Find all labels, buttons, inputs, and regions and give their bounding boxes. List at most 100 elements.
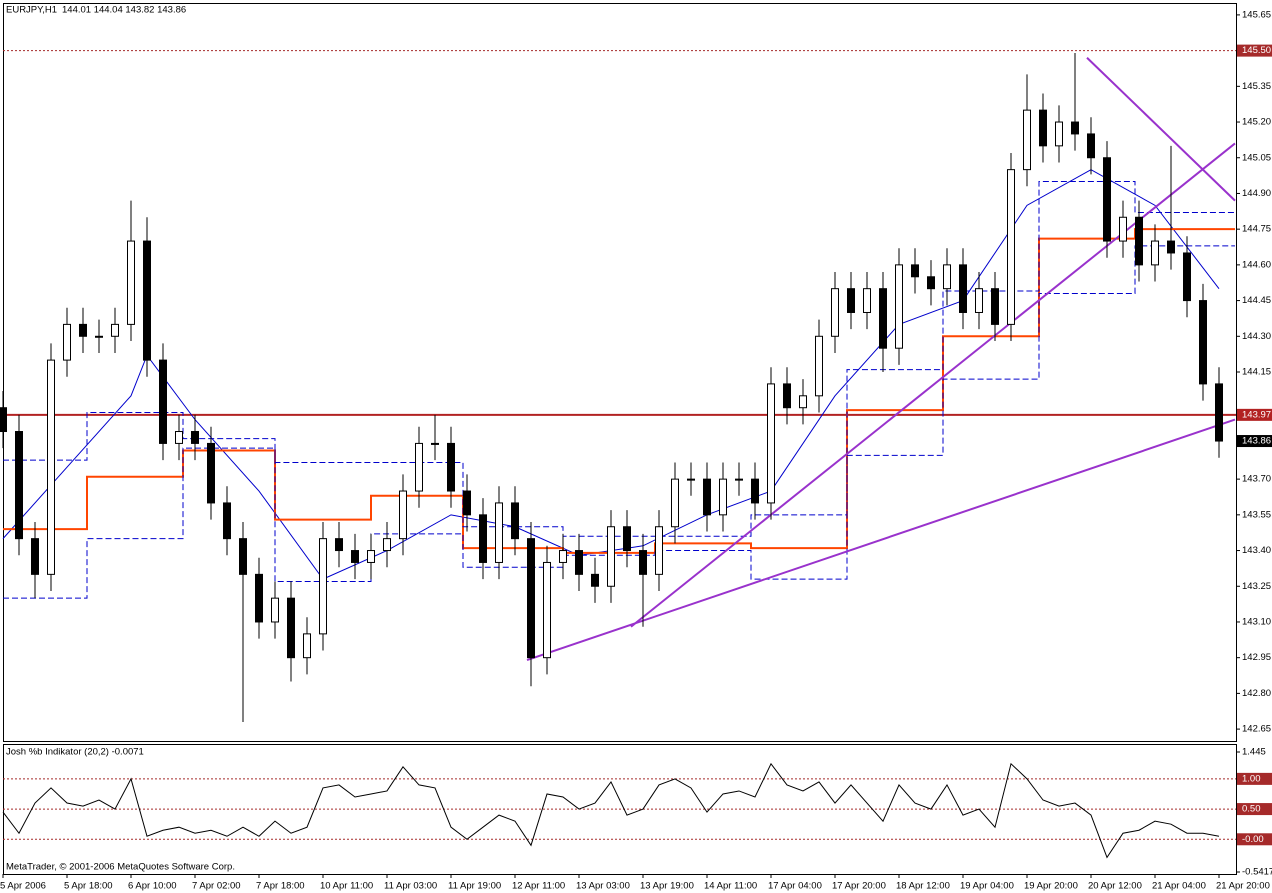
x-tick-label: 12 Apr 11:00 [512, 881, 565, 892]
level-label-box [1237, 772, 1272, 785]
candle-body [943, 264, 951, 290]
candle-body [239, 538, 247, 575]
candle-body [623, 526, 631, 552]
level-label: 0.50 [1242, 804, 1261, 815]
x-tick-label: 19 Apr 04:00 [960, 881, 1014, 892]
x-tick-label: 11 Apr 03:00 [384, 881, 437, 892]
candle-body [703, 478, 711, 516]
y-tick-label: 144.60 [1242, 259, 1271, 270]
candle-body [1023, 109, 1031, 171]
candle-body [639, 550, 647, 575]
candle-body [1215, 383, 1223, 442]
candle-body [319, 538, 327, 635]
x-tick-label: 19 Apr 20:00 [1024, 881, 1078, 892]
x-tick-label: 5 Apr 2006 [0, 881, 46, 892]
x-tick-label: 13 Apr 19:00 [640, 881, 694, 892]
y-tick-label: 142.65 [1242, 724, 1271, 735]
y-tick-label: 143.70 [1242, 474, 1271, 485]
candle-body [1071, 121, 1079, 135]
candle-body [1087, 133, 1095, 159]
candle-body [1135, 216, 1143, 266]
candle-body [831, 288, 839, 337]
level-label: -0.00 [1242, 834, 1264, 845]
hline-label-box [1237, 408, 1272, 421]
y-tick-label: 143.25 [1242, 581, 1271, 592]
candle-body [175, 431, 183, 444]
candle-body [575, 550, 583, 575]
candle-body [1167, 240, 1175, 254]
candle-body [911, 264, 919, 278]
y-tick-label: 145.35 [1242, 81, 1271, 92]
candle-body [751, 478, 759, 504]
hline-label: 145.50 [1242, 45, 1271, 56]
candle-body [959, 264, 967, 313]
candle-body [815, 335, 823, 397]
y-tick-label: 143.40 [1242, 545, 1271, 556]
candle-body [927, 276, 935, 290]
candle-body [79, 323, 87, 337]
y-tick-label: 144.45 [1242, 295, 1271, 306]
hline-label: 143.97 [1242, 409, 1271, 420]
x-tick-label: 11 Apr 19:00 [448, 881, 501, 892]
candle-body [687, 478, 695, 481]
footer: MetaTrader, © 2001-2006 MetaQuotes Softw… [6, 862, 235, 873]
candle-body [1007, 169, 1015, 325]
y-tick-label: 142.80 [1242, 688, 1271, 699]
candle-body [591, 573, 599, 587]
candle-body [287, 597, 295, 659]
candle-body [31, 538, 39, 575]
y-tick-label: 1.445 [1242, 747, 1266, 758]
last-price-label-box [1237, 435, 1272, 448]
candle-body [63, 323, 71, 361]
candle-body [0, 407, 7, 433]
candle-body [1183, 252, 1191, 302]
candle-body [879, 288, 887, 349]
symbol-title: EURJPY,H1 [6, 5, 57, 16]
x-tick-label: 5 Apr 18:00 [64, 881, 113, 892]
candle-body [559, 550, 567, 563]
candle-body [511, 502, 519, 540]
candle-body [1151, 240, 1159, 266]
overlay-line [630, 142, 1236, 628]
x-tick-label: 13 Apr 03:00 [576, 881, 630, 892]
candle-body [47, 359, 55, 575]
candle-body [735, 478, 743, 481]
candle-body [799, 395, 807, 409]
x-tick-label: 17 Apr 04:00 [768, 881, 822, 892]
y-tick-label: 144.75 [1242, 224, 1271, 235]
candle-body [1119, 216, 1127, 242]
x-tick-label: 14 Apr 11:00 [704, 881, 757, 892]
candle-body [143, 240, 151, 361]
x-tick-label: 21 Apr 20:00 [1216, 881, 1270, 892]
y-tick-label: 145.65 [1242, 9, 1271, 20]
x-tick-label: 20 Apr 12:00 [1088, 881, 1142, 892]
overlay-line [1086, 57, 1236, 202]
candle-body [607, 526, 615, 587]
candle-body [479, 514, 487, 563]
candle-body [447, 442, 455, 492]
last-price-label: 143.86 [1242, 436, 1271, 447]
candle-body [463, 490, 471, 516]
indicator-title: Josh %b Indikator (20,2) -0.0071 [6, 747, 144, 758]
candle-body [127, 240, 135, 325]
y-tick-label: 143.55 [1242, 509, 1271, 520]
candle-body [271, 597, 279, 623]
x-tick-label: 21 Apr 04:00 [1152, 881, 1206, 892]
candle-body [223, 502, 231, 540]
candle-body [863, 288, 871, 313]
y-tick-label: 143.10 [1242, 616, 1271, 627]
y-tick-label: 142.95 [1242, 652, 1271, 663]
candle-body [655, 526, 663, 575]
candle-body [1103, 157, 1111, 242]
level-label-box [1237, 803, 1272, 816]
hline-label-box [1237, 44, 1272, 57]
candle-body [1199, 300, 1207, 385]
y-tick-label: 145.05 [1242, 152, 1271, 163]
candle-body [351, 550, 359, 563]
candle-body [303, 633, 311, 659]
candle-body [335, 538, 343, 552]
x-tick-label: 7 Apr 02:00 [192, 881, 241, 892]
x-tick-label: 7 Apr 18:00 [256, 881, 305, 892]
candle-body [383, 538, 391, 552]
